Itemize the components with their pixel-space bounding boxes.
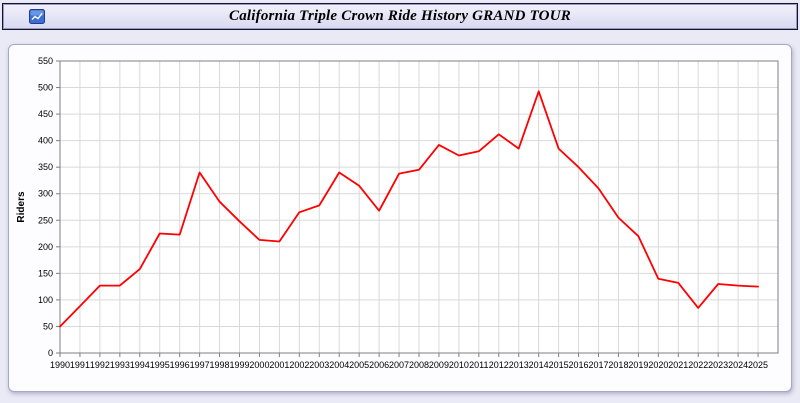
svg-text:2004: 2004 [329, 360, 349, 370]
svg-text:2019: 2019 [628, 360, 648, 370]
svg-text:1999: 1999 [229, 360, 249, 370]
svg-text:450: 450 [38, 109, 53, 119]
svg-text:2014: 2014 [529, 360, 549, 370]
svg-text:2003: 2003 [309, 360, 329, 370]
svg-text:500: 500 [38, 83, 53, 93]
svg-text:1994: 1994 [130, 360, 150, 370]
svg-text:1993: 1993 [110, 360, 130, 370]
chart-title: California Triple Crown Ride History GRA… [229, 8, 571, 24]
svg-text:2022: 2022 [688, 360, 708, 370]
svg-text:2017: 2017 [588, 360, 608, 370]
svg-text:2006: 2006 [369, 360, 389, 370]
svg-text:2010: 2010 [449, 360, 469, 370]
svg-text:150: 150 [38, 268, 53, 278]
svg-text:2009: 2009 [429, 360, 449, 370]
svg-text:2021: 2021 [668, 360, 688, 370]
chart-icon [29, 9, 45, 24]
svg-text:2008: 2008 [409, 360, 429, 370]
svg-text:550: 550 [38, 56, 53, 66]
svg-text:2007: 2007 [389, 360, 409, 370]
svg-text:1998: 1998 [210, 360, 230, 370]
svg-text:Riders: Riders [16, 191, 27, 223]
page: California Triple Crown Ride History GRA… [0, 3, 800, 392]
svg-text:1997: 1997 [190, 360, 210, 370]
svg-text:2025: 2025 [748, 360, 768, 370]
svg-text:1991: 1991 [70, 360, 90, 370]
svg-text:1995: 1995 [150, 360, 170, 370]
svg-text:1996: 1996 [170, 360, 190, 370]
svg-text:2011: 2011 [469, 360, 488, 370]
svg-text:1992: 1992 [90, 360, 110, 370]
svg-text:2024: 2024 [728, 360, 748, 370]
svg-text:2000: 2000 [249, 360, 269, 370]
svg-text:400: 400 [38, 136, 53, 146]
svg-text:2018: 2018 [608, 360, 628, 370]
svg-text:2001: 2001 [269, 360, 289, 370]
svg-text:2002: 2002 [289, 360, 309, 370]
svg-text:250: 250 [38, 215, 53, 225]
svg-text:2013: 2013 [509, 360, 529, 370]
svg-text:200: 200 [38, 242, 53, 252]
svg-text:2015: 2015 [549, 360, 569, 370]
svg-text:2005: 2005 [349, 360, 369, 370]
svg-text:0: 0 [48, 348, 53, 358]
svg-text:350: 350 [38, 162, 53, 172]
svg-text:2016: 2016 [569, 360, 589, 370]
svg-text:1990: 1990 [50, 360, 70, 370]
svg-text:2020: 2020 [648, 360, 668, 370]
chart-panel: 0 50 100 150 200 250 300 350 400 450 500 550 1990 199… [8, 44, 792, 392]
svg-text:100: 100 [38, 295, 53, 305]
svg-text:300: 300 [38, 189, 53, 199]
svg-text:2012: 2012 [489, 360, 509, 370]
svg-text:50: 50 [43, 321, 53, 331]
svg-text:2023: 2023 [708, 360, 728, 370]
title-bar: California Triple Crown Ride History GRA… [2, 3, 798, 30]
